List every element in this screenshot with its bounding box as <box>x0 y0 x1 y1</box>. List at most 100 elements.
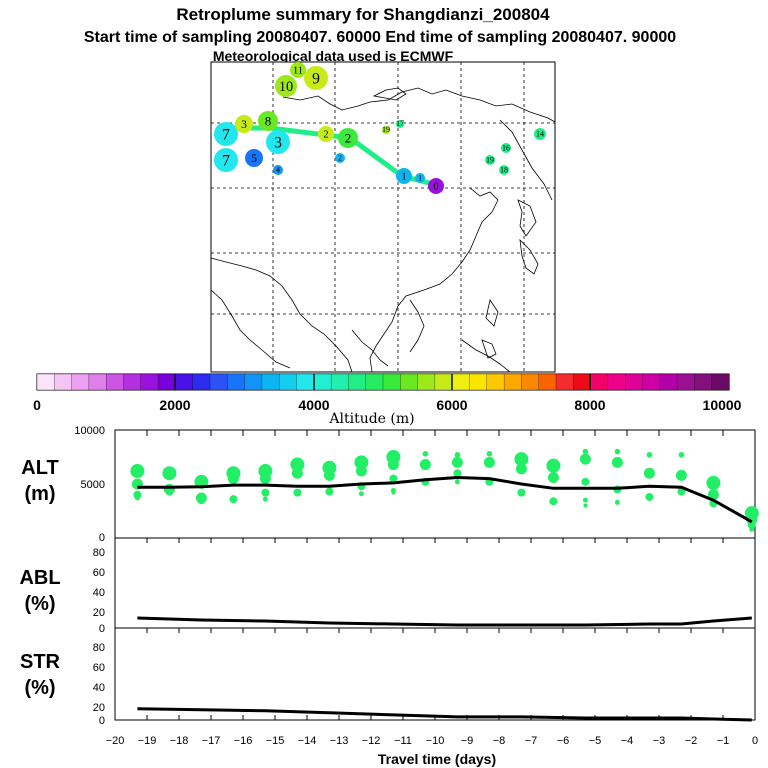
map-cluster-dot <box>396 120 404 128</box>
altitude-cluster-dot <box>546 458 561 473</box>
altitude-cluster-dot <box>582 497 588 503</box>
colorbar-swatch <box>175 373 194 391</box>
map-cluster-dot <box>338 128 358 148</box>
map-cluster-label: 9 <box>312 70 320 87</box>
colorbar-swatch <box>486 373 505 391</box>
map-frame <box>210 61 556 373</box>
coastlines <box>210 87 556 373</box>
altitude-cluster-dot <box>323 469 335 481</box>
str-line <box>137 707 752 722</box>
map-cluster-dot <box>428 178 444 194</box>
colorbar-swatch <box>296 373 315 391</box>
colorbar-tick-10000: 10000 <box>703 397 742 413</box>
map-cluster-dot <box>273 165 283 175</box>
altitude-cluster-dots <box>130 448 759 532</box>
x-tick-label: −13 <box>330 735 349 747</box>
map-cluster-label: 1 <box>401 172 406 183</box>
map-cluster-label: 8 <box>265 114 272 129</box>
map-cluster-label: 2 <box>345 131 352 146</box>
alt-label-line-1: ALT <box>21 457 58 479</box>
colorbar-swatch <box>625 373 644 391</box>
map-cluster-label: 7 <box>222 126 230 143</box>
map-cluster-label: 18 <box>500 165 508 174</box>
colorbar-swatch <box>365 373 384 391</box>
colorbar-swatch <box>503 373 523 391</box>
altitude-cluster-dot <box>259 473 271 485</box>
x-tick-label: −4 <box>621 735 634 747</box>
map-cluster-dot <box>214 148 238 172</box>
altitude-cluster-dot <box>451 456 463 468</box>
altitude-cluster-dot <box>514 452 529 467</box>
map-cluster-dot <box>382 126 390 134</box>
altitude-cluster-dot <box>611 456 623 468</box>
x-axis-ticks: −20 −19 −18 −17 −16 −15 −14 −13 −12 −11 −10 −9 −8 −7−… <box>106 430 758 747</box>
altitude-cluster-dot <box>747 521 756 530</box>
altitude-cluster-dot <box>614 448 621 455</box>
map-cluster-label: 11 <box>293 66 303 77</box>
altitude-cluster-dot <box>581 477 590 486</box>
map-cluster-label: 2 <box>323 130 328 141</box>
colorbar-swatch <box>555 373 574 391</box>
altitude-cluster-dot <box>354 455 369 470</box>
colorbar-swatch <box>313 373 332 391</box>
x-tick-label: −6 <box>557 735 570 747</box>
colorbar-tick-0: 0 <box>33 397 41 413</box>
abl-tick-40: 40 <box>93 587 105 599</box>
map-cluster-label: 1 <box>418 173 422 182</box>
map-cluster-label: 3 <box>274 134 282 151</box>
alt-tick-10000: 10000 <box>74 425 105 437</box>
abl-label-line-2: (%) <box>24 593 55 615</box>
map-cluster-dot <box>235 115 253 133</box>
x-tick-label: −8 <box>493 735 506 747</box>
map-graticule <box>211 62 555 372</box>
x-tick-label: 0 <box>752 735 758 747</box>
altitude-cluster-dot <box>549 497 558 506</box>
colorbar-swatch <box>469 373 488 391</box>
colorbar-swatch <box>452 373 471 391</box>
altitude-cluster-dot <box>645 492 654 501</box>
colorbar-swatch <box>140 373 159 391</box>
abl-tick-20: 20 <box>93 607 105 619</box>
colorbar-swatch <box>71 373 90 391</box>
map-cluster-dot <box>534 128 546 140</box>
altitude-cluster-dot <box>515 463 527 475</box>
altitude-cluster-dot <box>134 495 140 501</box>
map-cluster-label: 10 <box>279 79 293 95</box>
colorbar-swatch <box>330 373 350 391</box>
map-cluster-dot <box>290 62 306 78</box>
altitude-cluster-dot <box>486 450 493 457</box>
x-tick-label: −20 <box>106 735 125 747</box>
altitude-cluster-dot <box>706 475 721 490</box>
x-tick-label: −9 <box>461 735 474 747</box>
abl-tick-60: 60 <box>93 567 105 579</box>
colorbar-swatch <box>538 373 557 391</box>
map-cluster-dot <box>335 153 345 163</box>
altitude-cluster-dot <box>422 450 429 457</box>
abl-label-line-1: ABL <box>19 567 60 589</box>
altitude-cluster-dot <box>547 472 559 484</box>
colorbar-swatch <box>192 373 211 391</box>
map-cluster-label: 19 <box>486 155 494 164</box>
map-cluster-dot <box>499 165 509 175</box>
colorbar-swatch <box>382 373 401 391</box>
colorbar-swatch <box>676 373 696 391</box>
altitude-cluster-dot <box>453 469 462 478</box>
altitude-cluster-dot <box>130 464 145 479</box>
map-cluster-label: 5 <box>251 152 257 165</box>
x-tick-label: −19 <box>138 735 157 747</box>
map-cluster-dot <box>258 111 278 131</box>
map-cluster-dot <box>266 130 290 154</box>
altitude-cluster-dot <box>517 488 526 497</box>
altitude-cluster-dot <box>678 452 685 458</box>
colorbar-swatch <box>573 373 592 391</box>
colorbar-swatch <box>711 373 730 391</box>
altitude-cluster-dot <box>389 474 398 483</box>
map-cluster-label: 17 <box>396 119 404 128</box>
str-tick-20: 20 <box>93 702 105 714</box>
altitude-mean-line <box>137 475 753 524</box>
alt-tick-0: 0 <box>99 532 105 544</box>
map-cluster-dot <box>485 155 495 165</box>
altitude-cluster-dot <box>197 496 206 505</box>
